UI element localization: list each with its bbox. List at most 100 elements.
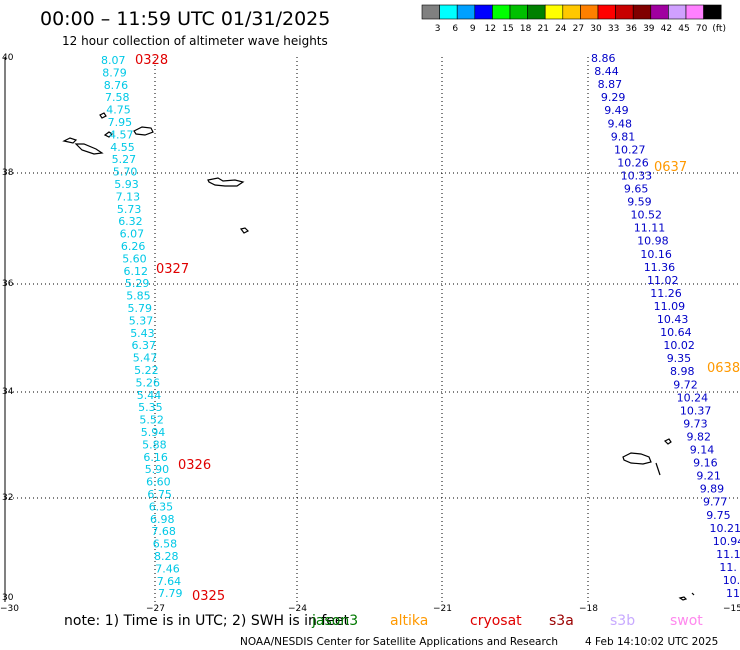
legend-swatch	[439, 4, 458, 20]
color-legend: 3 6 9 12 15 18 21 24 27 30 33 36 39 42 45 70 (ft)	[421, 4, 726, 34]
swh-value: 6.16	[143, 451, 168, 464]
swh-value: 10.02	[663, 339, 695, 352]
swh-value: 4.55	[110, 141, 135, 154]
island-outline	[239, 227, 250, 234]
swh-value: 5.26	[136, 376, 161, 389]
legend-label: 27	[573, 24, 584, 34]
lat-label: 32	[2, 493, 13, 503]
latitude-labels: 40 38 36 34 32 30	[2, 53, 14, 603]
legend-label: 18	[520, 24, 532, 34]
legend-swatch	[597, 4, 616, 20]
legend-swatch	[492, 4, 511, 20]
legend-swatch	[703, 4, 722, 20]
legend-swatch	[562, 4, 581, 20]
swh-value: 8.28	[154, 550, 179, 563]
coastlines	[62, 112, 695, 601]
legend-swatch	[474, 4, 493, 20]
swh-value: 11.02	[647, 274, 679, 287]
swh-value: 9.35	[667, 352, 692, 365]
swh-value: 11.11	[634, 222, 666, 235]
swh-value: 10.33	[621, 169, 653, 182]
lon-label: −27	[146, 604, 165, 614]
legend-label: 30	[590, 24, 602, 34]
swh-value: 11	[726, 587, 740, 600]
satellite-label: s3b	[610, 613, 635, 629]
swh-value: 6.75	[147, 488, 172, 501]
swh-value: 9.89	[700, 483, 725, 496]
lon-label: −18	[579, 604, 598, 614]
lat-label: 40	[2, 53, 14, 63]
swh-value: 10.27	[614, 143, 646, 156]
swh-value: 5.60	[122, 252, 147, 265]
swh-value: 5.37	[129, 314, 154, 327]
legend-label: 6	[452, 24, 458, 34]
generated-timestamp: 4 Feb 14:10:02 UTC 2025	[585, 636, 718, 648]
swh-value: 6.98	[150, 513, 175, 526]
legend-label: 9	[470, 24, 476, 34]
swh-value: 9.82	[687, 431, 712, 444]
satellite-legend: jason3 altika cryosat s3a s3b swot	[311, 613, 703, 629]
swh-value: 5.88	[142, 438, 167, 451]
swh-value: 9.49	[604, 104, 629, 117]
swh-value: 10.43	[657, 313, 689, 326]
legend-swatch	[527, 4, 546, 20]
swh-value: 7.64	[157, 575, 182, 588]
swh-value: 5.85	[126, 290, 151, 303]
island-outline	[678, 596, 688, 601]
swh-value: 11.36	[644, 261, 676, 274]
swh-value: 5.27	[112, 153, 137, 166]
blue-track: 8.868.448.879.299.499.489.8110.2710.2610…	[591, 52, 740, 600]
legend-label: 24	[555, 24, 567, 34]
legend-swatch	[509, 4, 528, 20]
legend-swatch	[544, 4, 564, 20]
legend-label: 12	[485, 24, 496, 34]
lon-label: −30	[0, 604, 19, 614]
legend-label: 42	[661, 24, 672, 34]
swh-value: 11.09	[654, 300, 686, 313]
swh-value: 9.29	[601, 91, 626, 104]
legend-label: 70	[696, 24, 708, 34]
map-title: 00:00 – 11:59 UTC 01/31/2025	[40, 8, 330, 30]
swh-value: 5.90	[145, 463, 170, 476]
legend-swatch	[650, 4, 669, 20]
pass-time-label: 0638	[707, 361, 740, 376]
swh-value: 7.58	[105, 91, 130, 104]
legend-swatch	[580, 4, 599, 20]
map-subtitle: 12 hour collection of altimeter wave hei…	[62, 34, 328, 48]
swh-value: 9.65	[624, 183, 649, 196]
swh-value: 6.32	[118, 215, 143, 228]
satellite-label: jason3	[311, 613, 358, 629]
satellite-label: altika	[390, 613, 428, 629]
swh-value: 10.37	[680, 404, 712, 417]
swh-value: 8.07	[101, 54, 126, 67]
island-outline	[62, 137, 78, 144]
island-outline	[74, 143, 104, 155]
lat-label: 30	[2, 593, 14, 603]
swh-value: 9.81	[611, 130, 636, 143]
legend-label: 45	[678, 24, 689, 34]
swh-value: 5.22	[134, 364, 159, 377]
swh-value: 8.44	[594, 65, 619, 78]
swh-value: 7.46	[155, 562, 180, 575]
pass-time-label: 0327	[156, 262, 189, 277]
swh-value: 5.73	[117, 203, 141, 216]
island-outline	[663, 438, 672, 445]
longitude-labels: −30 −27 −24 −21 −18 −15	[0, 604, 740, 614]
lat-label: 36	[2, 279, 14, 289]
swh-value: 5.29	[125, 277, 149, 290]
swh-value: 6.60	[146, 476, 171, 489]
swh-value: 11.1	[716, 548, 740, 561]
island-outline	[207, 177, 245, 187]
swh-value: 5.70	[113, 166, 137, 179]
swh-value: 5.43	[130, 327, 155, 340]
swh-value: 8.76	[104, 79, 129, 92]
swh-value: 8.98	[670, 365, 695, 378]
swh-value: 10.16	[640, 248, 672, 261]
legend-label: 33	[608, 24, 619, 34]
lon-label: −24	[288, 604, 307, 614]
swh-value: 5.44	[137, 389, 162, 402]
legend-swatch	[421, 4, 440, 20]
swh-value: 5.93	[114, 178, 139, 191]
legend-swatch	[456, 4, 476, 20]
cyan-track: 8.078.798.767.584.757.954.574.555.275.70…	[101, 54, 183, 600]
